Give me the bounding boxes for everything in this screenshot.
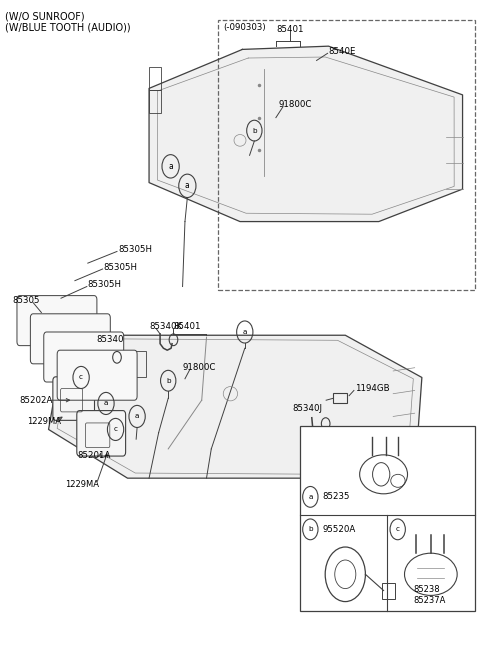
Text: 85340: 85340 (96, 335, 124, 344)
Text: a: a (104, 400, 108, 406)
Text: b: b (308, 527, 312, 533)
Text: 1229MA: 1229MA (27, 417, 61, 426)
Polygon shape (149, 46, 463, 221)
FancyBboxPatch shape (77, 411, 126, 456)
Bar (382, 583, 395, 599)
Text: 1194GB: 1194GB (355, 384, 389, 393)
Text: 85305: 85305 (12, 296, 40, 305)
Text: b: b (252, 128, 257, 133)
Text: c: c (79, 374, 83, 380)
Text: c: c (114, 426, 118, 432)
Bar (95, 352, 112, 378)
Text: (-090303): (-090303) (223, 23, 266, 33)
Text: 85201A: 85201A (77, 451, 111, 460)
Text: 85401: 85401 (276, 25, 303, 35)
Text: a: a (185, 182, 190, 190)
Text: a: a (308, 494, 312, 500)
Text: (W/BLUE TOOTH (AUDIO)): (W/BLUE TOOTH (AUDIO)) (5, 23, 131, 33)
FancyBboxPatch shape (30, 314, 110, 364)
Text: 85202A: 85202A (20, 396, 53, 405)
FancyBboxPatch shape (17, 296, 97, 346)
FancyBboxPatch shape (44, 332, 124, 382)
Text: 85401: 85401 (173, 322, 201, 331)
Bar (129, 352, 146, 378)
Bar (300, 426, 475, 611)
Text: 85305H: 85305H (88, 280, 122, 289)
Bar (333, 393, 347, 404)
Bar (149, 90, 161, 113)
Text: (W/O SUNROOF): (W/O SUNROOF) (5, 12, 85, 22)
Text: 85235: 85235 (323, 492, 350, 501)
Polygon shape (48, 335, 422, 478)
Text: a: a (242, 329, 247, 335)
FancyBboxPatch shape (53, 377, 95, 421)
Text: 85340J: 85340J (293, 404, 323, 413)
Text: 85340K: 85340K (149, 322, 182, 331)
Text: 85305H: 85305H (104, 262, 138, 271)
Text: 1229MA: 1229MA (65, 480, 99, 488)
Text: 91800C: 91800C (278, 100, 312, 109)
Text: 95520A: 95520A (323, 525, 356, 534)
Text: 91800C: 91800C (182, 363, 216, 372)
Text: c: c (396, 527, 400, 533)
Text: a: a (135, 413, 139, 419)
Bar (149, 67, 161, 90)
Text: b: b (166, 378, 170, 383)
Text: 85237A: 85237A (413, 596, 446, 605)
Bar (218, 20, 475, 290)
Text: 8540E: 8540E (328, 47, 356, 56)
Text: a: a (168, 162, 173, 171)
FancyBboxPatch shape (57, 350, 137, 400)
Text: 85238: 85238 (413, 585, 440, 594)
Text: 85305H: 85305H (118, 245, 152, 254)
